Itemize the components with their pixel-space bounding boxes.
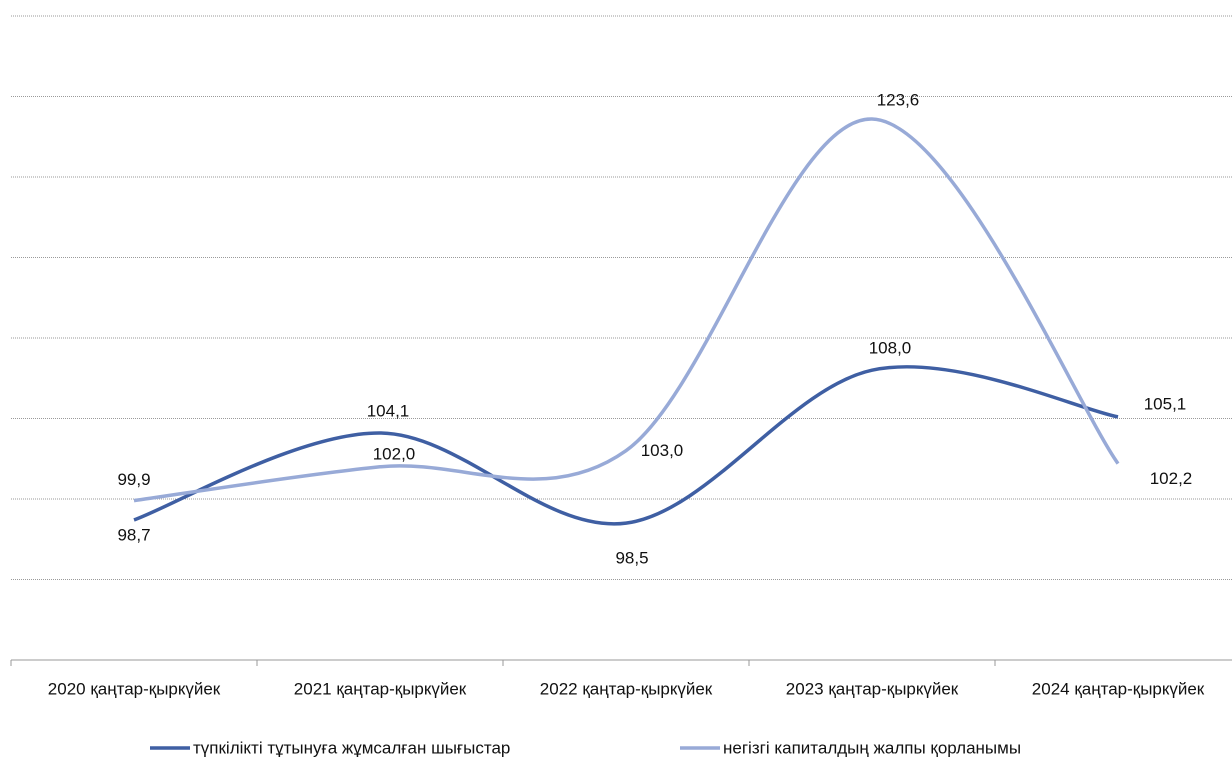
data-label: 105,1 (1144, 394, 1187, 413)
legend-label: негізгі капиталдың жалпы қорланымы (723, 738, 1021, 757)
data-label: 98,7 (117, 525, 150, 544)
data-label: 99,9 (117, 470, 150, 489)
x-tick-label: 2022 қаңтар-қыркүйек (540, 679, 713, 698)
line-series (133, 365, 1119, 526)
x-tick-label: 2021 қаңтар-қыркүйек (294, 679, 467, 698)
data-label: 104,1 (367, 401, 410, 420)
legend-label: түпкілікті тұтынуға жұмсалған шығыстар (193, 738, 510, 757)
data-label: 123,6 (877, 91, 920, 110)
x-tick-label: 2020 қаңтар-қыркүйек (48, 679, 221, 698)
data-label: 102,0 (373, 444, 416, 463)
data-label: 102,2 (1150, 469, 1193, 488)
x-tick-label: 2024 қаңтар-қыркүйек (1032, 679, 1205, 698)
x-tick-label: 2023 қаңтар-қыркүйек (786, 679, 959, 698)
data-label: 98,5 (615, 549, 648, 568)
line-series (133, 117, 1120, 503)
data-label: 108,0 (869, 339, 912, 358)
data-label: 103,0 (641, 441, 684, 460)
